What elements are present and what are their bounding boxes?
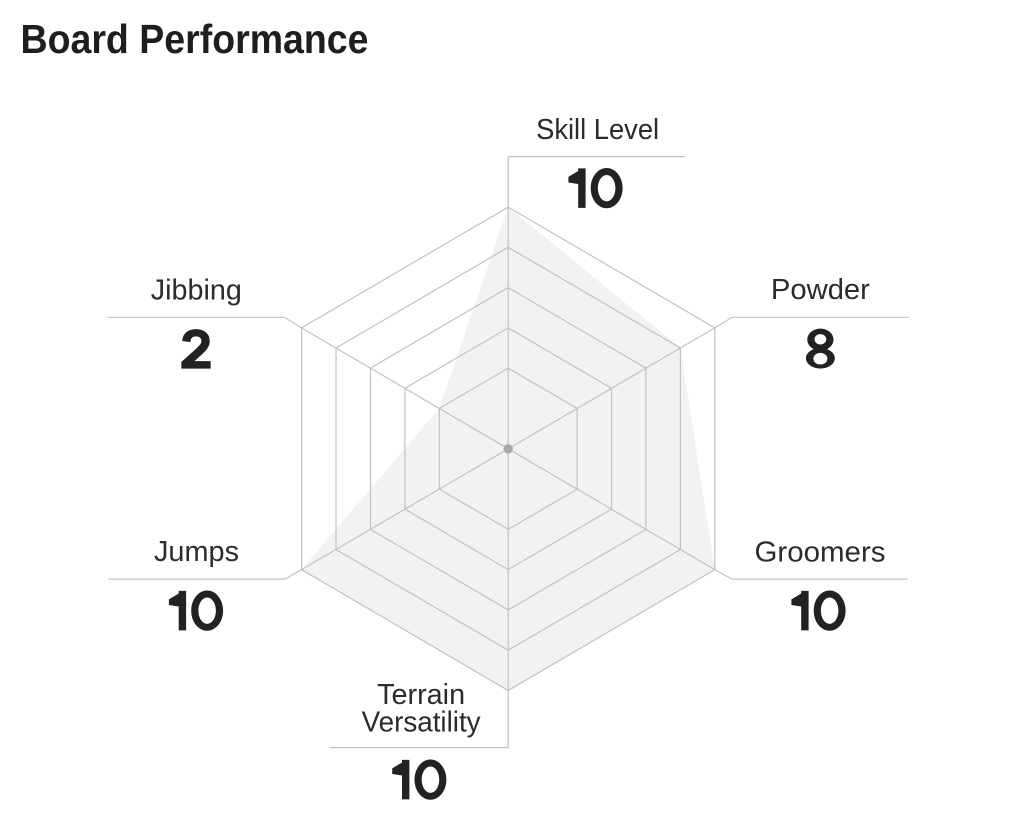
svg-text:Powder: Powder <box>771 274 870 306</box>
svg-text:Board Performance: Board Performance <box>21 16 369 62</box>
svg-text:Terrain: Terrain <box>377 679 465 711</box>
svg-text:Jibbing: Jibbing <box>151 274 242 306</box>
svg-text:Jumps: Jumps <box>154 536 239 568</box>
svg-text:Groomers: Groomers <box>755 536 886 568</box>
svg-text:Versatility: Versatility <box>362 706 481 738</box>
svg-text:Skill Level: Skill Level <box>536 114 659 146</box>
